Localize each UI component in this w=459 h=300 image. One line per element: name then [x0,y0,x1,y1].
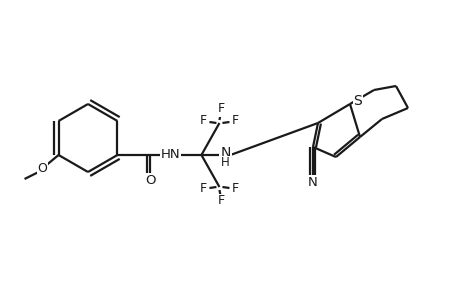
Text: F: F [218,194,224,208]
Text: F: F [231,182,239,196]
Text: S: S [353,94,362,108]
Text: O: O [38,163,47,176]
Text: O: O [145,175,155,188]
Text: F: F [200,115,207,128]
Text: N: N [308,176,317,190]
Text: N: N [220,146,230,160]
Text: F: F [218,103,224,116]
Text: F: F [231,115,239,128]
Text: F: F [200,182,207,196]
Text: HN: HN [160,148,180,161]
Text: H: H [221,157,230,169]
